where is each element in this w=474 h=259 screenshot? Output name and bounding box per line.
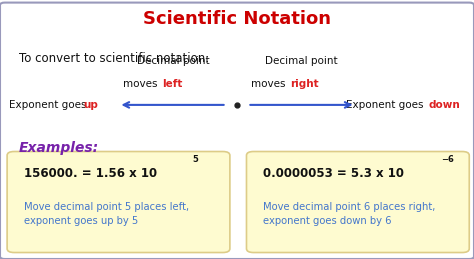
Text: −6: −6 (441, 155, 454, 164)
Text: down: down (429, 100, 461, 110)
FancyBboxPatch shape (246, 152, 469, 253)
Text: Exponent goes: Exponent goes (346, 100, 427, 110)
Text: To convert to scientific notation:: To convert to scientific notation: (19, 52, 209, 65)
Text: left: left (163, 79, 183, 89)
Text: up: up (83, 100, 98, 110)
Text: 156000. = 1.56 x 10: 156000. = 1.56 x 10 (24, 167, 157, 180)
Text: Move decimal point 5 places left,
exponent goes up by 5: Move decimal point 5 places left, expone… (24, 202, 189, 226)
Text: Decimal point: Decimal point (264, 56, 337, 66)
Text: 0.0000053 = 5.3 x 10: 0.0000053 = 5.3 x 10 (263, 167, 404, 180)
Text: moves: moves (123, 79, 161, 89)
Text: Scientific Notation: Scientific Notation (143, 10, 331, 28)
FancyBboxPatch shape (7, 152, 230, 253)
Text: moves: moves (251, 79, 289, 89)
Text: Exponent goes: Exponent goes (9, 100, 90, 110)
Text: right: right (291, 79, 319, 89)
Text: Move decimal point 6 places right,
exponent goes down by 6: Move decimal point 6 places right, expon… (263, 202, 436, 226)
Text: 5: 5 (192, 155, 198, 164)
FancyBboxPatch shape (0, 3, 474, 259)
Text: Examples:: Examples: (19, 141, 99, 155)
Text: Decimal point: Decimal point (137, 56, 210, 66)
